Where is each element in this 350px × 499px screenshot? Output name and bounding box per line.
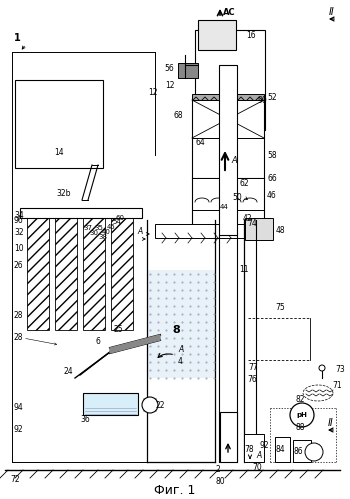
Text: A: A [256,451,261,460]
Text: A: A [137,227,142,236]
Bar [219,65,237,235]
Text: 34: 34 [14,211,24,220]
Text: 42: 42 [243,214,253,223]
Text: 52: 52 [267,92,276,101]
Text: 74: 74 [247,219,257,228]
Text: 66: 66 [267,174,277,183]
Bar [192,94,264,100]
Text: A: A [178,345,183,354]
Text: 92: 92 [14,426,24,435]
Text: 75: 75 [275,303,285,312]
Text: 30: 30 [89,230,98,236]
Bar [83,393,138,415]
Text: A: A [231,156,237,165]
Circle shape [142,397,158,413]
Text: 11: 11 [239,265,248,274]
Bar [244,434,264,462]
Text: 1: 1 [14,33,21,43]
Text: 38: 38 [98,234,107,240]
Text: 4: 4 [178,357,183,366]
Text: 16: 16 [246,30,256,39]
Text: 12: 12 [148,87,158,96]
Bar [195,30,265,130]
Text: 25: 25 [113,325,122,334]
Bar [55,215,77,330]
Text: 32b: 32b [56,189,70,198]
Text: 54: 54 [112,219,121,225]
Text: Фиг. 1: Фиг. 1 [154,484,196,497]
Text: 78: 78 [244,446,254,455]
Text: 96: 96 [14,216,24,225]
Text: 92: 92 [259,441,269,450]
Text: 82: 82 [296,396,306,405]
Text: 94: 94 [14,404,24,413]
Text: 77: 77 [248,363,258,372]
Text: 12: 12 [165,80,175,89]
Text: 10: 10 [14,244,24,252]
Text: 2: 2 [216,466,221,475]
Text: 76: 76 [247,376,257,385]
Text: 72: 72 [10,476,20,485]
Text: 32: 32 [14,228,24,237]
Text: 14: 14 [54,148,64,157]
Text: 28: 28 [14,310,23,319]
Circle shape [305,443,323,461]
Bar [198,20,236,50]
Text: 8: 8 [172,325,180,335]
Text: 46: 46 [267,191,277,200]
Text: 86: 86 [293,448,303,457]
Bar [178,63,198,78]
Text: 62: 62 [240,179,250,188]
Text: 45: 45 [107,224,116,230]
Bar [111,215,133,330]
Text: 44: 44 [220,204,229,210]
Bar [192,100,264,138]
Text: 22: 22 [155,401,164,410]
Text: 71: 71 [332,381,342,390]
Text: 73: 73 [335,365,345,375]
Text: 35: 35 [94,225,103,231]
Bar [245,218,273,240]
Text: 58: 58 [267,151,276,160]
Text: 40: 40 [102,229,111,235]
Text: II: II [328,418,334,428]
Text: 88: 88 [296,423,306,432]
Bar [148,270,216,378]
Bar [27,215,49,330]
Text: 80: 80 [216,478,226,487]
Text: 28: 28 [14,333,23,342]
Bar [15,80,103,168]
Text: 84: 84 [275,446,285,455]
Text: 24: 24 [64,367,74,377]
Circle shape [319,365,325,371]
Text: 26: 26 [14,260,24,269]
Text: 37: 37 [83,225,92,231]
Text: 36: 36 [80,416,90,425]
Text: 6: 6 [96,337,101,346]
Bar [83,215,105,330]
Text: 48: 48 [276,226,286,235]
Bar [192,138,264,178]
Text: 50: 50 [232,193,242,202]
Text: 56: 56 [164,63,174,72]
Bar [275,437,290,462]
Text: 60: 60 [116,215,125,221]
Text: 90: 90 [258,95,268,104]
Bar [20,208,142,218]
Text: II: II [329,7,335,17]
Text: AC: AC [223,7,236,16]
Text: 68: 68 [174,110,184,119]
Text: 64: 64 [196,138,206,147]
Polygon shape [110,335,160,353]
Text: pH: pH [296,412,307,418]
Text: 70: 70 [252,464,262,473]
Bar [155,224,245,238]
Bar [293,440,311,462]
Bar [192,178,264,210]
Bar [220,412,237,462]
Circle shape [290,403,314,427]
